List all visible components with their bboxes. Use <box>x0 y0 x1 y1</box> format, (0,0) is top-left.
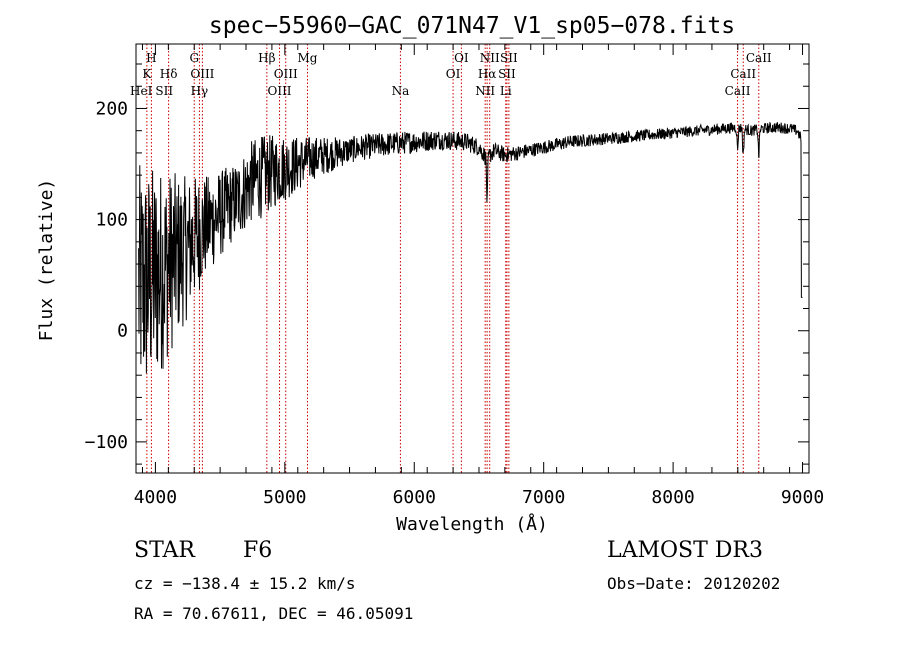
reference-lines <box>146 44 760 473</box>
x-tick-label: 5000 <box>263 487 306 508</box>
spectrum-series <box>138 121 803 374</box>
line-label: H <box>146 51 156 65</box>
line-label: CaII <box>746 51 772 65</box>
line-label: Mg <box>298 51 318 65</box>
line-label: OI <box>454 51 469 65</box>
redshift-cz: cz = −138.4 ± 15.2 km/s <box>134 574 356 593</box>
y-tick-label: 100 <box>95 210 128 231</box>
ra-dec-coordinates: RA = 70.67611, DEC = 46.05091 <box>134 604 414 623</box>
line-label: OIII <box>267 84 291 98</box>
line-label: OI <box>446 67 461 81</box>
line-label: CaII <box>730 67 756 81</box>
x-tick-label: 4000 <box>134 487 177 508</box>
y-axis-label: Flux (relative) <box>36 179 57 342</box>
line-label: Na <box>392 84 410 98</box>
line-label: SII <box>500 51 518 65</box>
line-label: OIII <box>274 67 298 81</box>
line-label: Hα <box>478 67 497 81</box>
line-label: K <box>142 67 152 81</box>
line-label: SII <box>155 84 173 98</box>
chart-title: spec−55960−GAC_071N47_V1_sp05−078.fits <box>209 13 735 39</box>
x-tick-label: 7000 <box>522 487 565 508</box>
line-label: NII <box>475 84 495 98</box>
axis-ticks <box>136 44 809 473</box>
y-tick-label: 200 <box>95 98 128 119</box>
x-tick-label: 6000 <box>393 487 436 508</box>
survey-name: LAMOST DR3 <box>607 538 763 563</box>
line-label: NII <box>480 51 500 65</box>
x-tick-label: 9000 <box>781 487 824 508</box>
axis-tick-labels: 4000 5000 6000 7000 8000 9000 −100 0 100 200 <box>85 98 825 508</box>
line-label: SII <box>498 67 516 81</box>
line-label: HeI <box>130 84 153 98</box>
x-tick-label: 8000 <box>651 487 694 508</box>
plot-frame <box>135 43 810 474</box>
line-label: Hβ <box>258 51 275 65</box>
line-label: Hγ <box>191 84 209 98</box>
y-tick-label: 0 <box>117 321 128 342</box>
observation-date: Obs−Date: 20120202 <box>607 574 781 593</box>
y-tick-label: −100 <box>85 432 128 453</box>
spectrum-line <box>138 121 803 374</box>
spectrum-chart: spec−55960−GAC_071N47_V1_sp05−078.fits W… <box>36 13 825 535</box>
object-class: STAR <box>134 538 195 563</box>
line-label: CaII <box>725 84 751 98</box>
object-subclass: F6 <box>243 538 273 563</box>
x-axis-label: Wavelength (Å) <box>396 513 548 535</box>
line-label: Hδ <box>160 67 178 81</box>
line-label: OIII <box>190 67 214 81</box>
line-label: G <box>189 51 199 65</box>
line-label: Li <box>500 84 512 98</box>
